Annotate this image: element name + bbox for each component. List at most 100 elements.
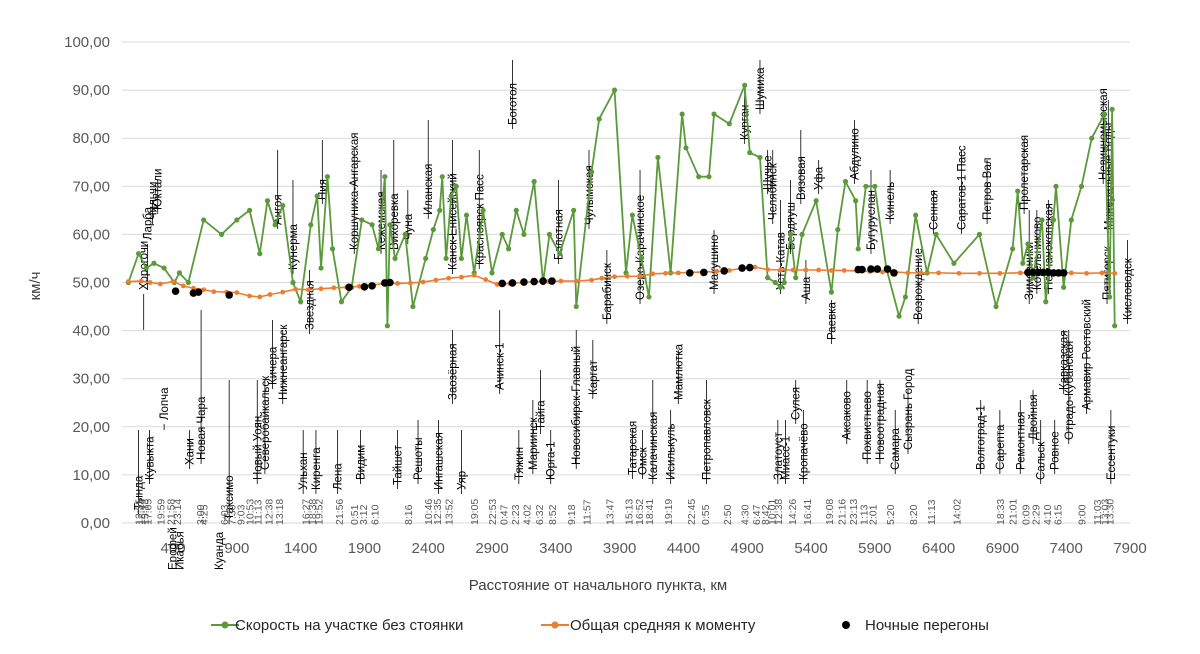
station-label: Тайга	[536, 400, 548, 430]
average-point	[420, 279, 426, 285]
speed-point	[1078, 183, 1085, 189]
station-label: Новая Чара	[196, 396, 208, 460]
time-label: 12:38	[773, 499, 785, 525]
station-label: Златоуст	[773, 431, 785, 480]
speed-point	[531, 178, 537, 185]
station-label: Юктали	[153, 169, 165, 210]
speed-point	[696, 174, 702, 180]
speed-point	[201, 217, 207, 223]
x-tick-label: 900	[224, 540, 249, 557]
x-tick-label: 400	[161, 540, 186, 557]
time-label: 9:18	[566, 504, 578, 525]
station-label: Каргат	[588, 359, 600, 395]
average-point	[829, 268, 834, 273]
average-point	[180, 283, 186, 289]
speed-point	[747, 150, 753, 156]
station-label: Похвистнево	[862, 391, 874, 460]
average-point	[395, 281, 401, 286]
time-label: 15:13	[624, 499, 636, 525]
station-label: Бугуруслан	[866, 190, 878, 250]
station-label: Новоотрадная	[875, 383, 887, 460]
station-label: Раевка	[826, 302, 838, 340]
time-label: 4:30	[740, 504, 752, 525]
speed-point	[234, 217, 240, 223]
speed-point	[489, 270, 495, 276]
average-point	[318, 286, 324, 292]
speed-point	[799, 231, 805, 237]
average-point	[211, 289, 217, 295]
speed-point	[392, 255, 398, 262]
night-point	[368, 282, 376, 290]
average-point	[459, 274, 464, 280]
speed-point	[318, 265, 324, 271]
station-label: Сальск	[1036, 441, 1048, 480]
speed-point	[1053, 183, 1059, 189]
time-label: 7:30	[227, 504, 239, 525]
station-label: Чильчи	[148, 182, 160, 220]
speed-point	[1109, 106, 1115, 112]
average-point	[191, 285, 196, 291]
average-point	[663, 270, 668, 276]
time-label: 11:13	[252, 499, 264, 525]
y-tick-label: 10,00	[72, 467, 110, 484]
station-label: Аксаково	[842, 391, 854, 440]
average-point	[147, 280, 153, 285]
speed-point	[787, 231, 794, 237]
station-label: Аша	[801, 276, 813, 300]
average-point	[589, 277, 594, 283]
speed-point	[1020, 260, 1026, 266]
station-label: Кавказская	[1059, 330, 1071, 390]
average-point	[637, 273, 643, 279]
time-label: 13:03	[1099, 499, 1111, 525]
station-label: Макушино	[709, 235, 721, 290]
station-label: Кунерма	[288, 224, 300, 270]
time-label: 14:26	[787, 499, 799, 525]
speed-point	[611, 87, 618, 93]
station-label: Исилькуль	[666, 423, 678, 480]
y-tick-label: 100,00	[64, 34, 110, 51]
station-label: Лена	[333, 463, 345, 490]
station-label: Шумиха	[755, 67, 767, 110]
station-label: Юрга-1	[546, 441, 558, 480]
station-label: Волгоград-1	[976, 405, 988, 470]
speed-point	[151, 260, 157, 266]
station-label: Тайшет	[393, 444, 405, 485]
average-point	[726, 268, 732, 273]
station-label: Нижнеангарск	[278, 324, 290, 400]
average-point	[675, 270, 681, 276]
legend-speed: Скорость на участке без стоянки	[211, 617, 463, 634]
speed-point	[480, 207, 486, 213]
station-label: Уяр	[456, 471, 468, 490]
speed-point	[443, 255, 449, 262]
time-label: 11:03	[1092, 499, 1104, 525]
time-label: 3:12	[358, 504, 370, 525]
station-label: Пролетарская	[1019, 135, 1031, 210]
y-axis-ticks: 0,00 10,00 20,00 30,00 40,00 50,00 60,00 70,00 8…	[64, 34, 110, 532]
speed-point	[375, 246, 382, 252]
y-axis-title: км/ч	[27, 272, 44, 301]
time-label: 12:55	[134, 499, 146, 525]
speed-point	[1039, 217, 1045, 223]
speed-point	[1025, 241, 1031, 247]
time-label: 16:27	[301, 499, 313, 525]
time-label: 21:01	[1008, 499, 1020, 525]
speed-point	[402, 231, 408, 237]
speed-point	[1106, 294, 1113, 300]
station-label: Абдулино	[849, 128, 861, 180]
time-label: 8:42	[760, 504, 772, 525]
speed-point	[257, 251, 263, 257]
y-tick-label: 50,00	[72, 275, 110, 292]
x-tick-label: 4900	[731, 540, 764, 557]
time-label: 13:30	[1105, 499, 1117, 525]
time-label: 6:32	[534, 504, 546, 525]
y-tick-label: 0,00	[81, 515, 110, 532]
speed-point	[993, 303, 999, 310]
speed-point	[143, 265, 149, 271]
time-label: 5:20	[885, 504, 897, 525]
night-point	[1059, 269, 1068, 277]
speed-point	[976, 231, 983, 237]
speed-point	[828, 289, 835, 295]
speed-point	[161, 265, 167, 271]
speed-point	[423, 255, 429, 262]
average-point	[483, 277, 489, 283]
